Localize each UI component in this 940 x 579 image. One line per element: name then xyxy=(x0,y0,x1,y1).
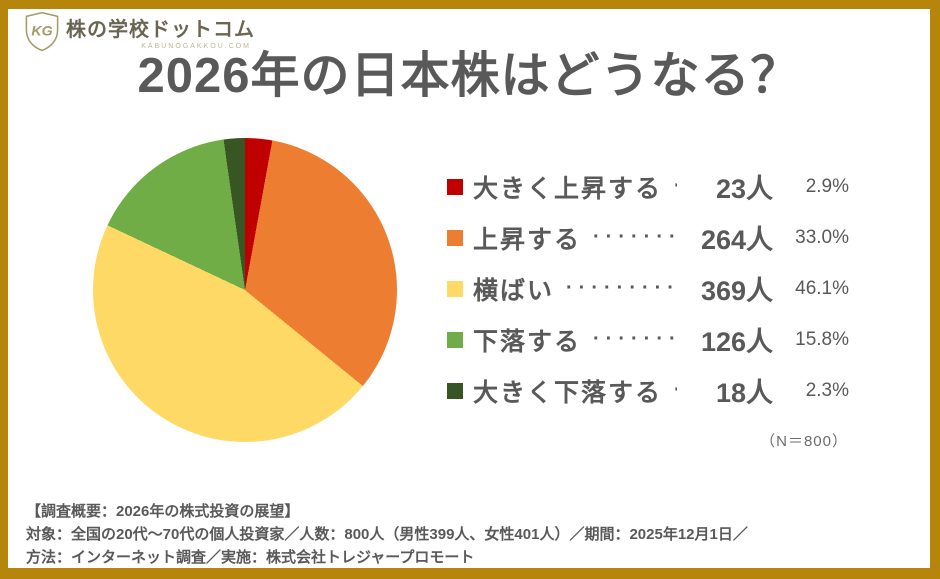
legend-label: 大きく下落する xyxy=(473,378,663,407)
legend-count: 126人 xyxy=(700,327,773,357)
survey-overview-line2: 対象：全国の20代～70代の個人投資家／人数：800人（男性399人、女性401… xyxy=(26,526,748,543)
legend-label: 上昇する xyxy=(473,225,582,254)
brand-domain: KABUNOGAKKOU.COM xyxy=(141,42,251,50)
legend-leader-dots: ········································… xyxy=(593,226,677,248)
legend-swatch xyxy=(447,230,463,246)
legend-percent: 33.0% xyxy=(795,226,849,248)
legend-label: 大きく上昇する xyxy=(473,174,663,203)
legend-leader-dots: ········································… xyxy=(674,175,677,198)
legend-count: 23人 xyxy=(715,174,773,204)
sample-size-note: （N＝800） xyxy=(760,433,848,450)
legend-item: 上昇する ···································… xyxy=(447,212,849,263)
legend-leader-dots: ········································… xyxy=(674,379,677,402)
brand-name: 株の学校ドットコム xyxy=(66,18,255,41)
brand-logo: KG 株の学校ドットコム KABUNOGAKKOU.COM xyxy=(25,11,255,57)
survey-overview: 【調査概要：2026年の株式投資の展望】 対象：全国の20代～70代の個人投資家… xyxy=(26,500,916,568)
survey-overview-line3: 方法：インターネット調査／実施：株式会社トレジャープロモート xyxy=(26,549,475,566)
infographic-canvas: KG 株の学校ドットコム KABUNOGAKKOU.COM 2026年の日本株は… xyxy=(8,9,930,568)
page-title: 2026年の日本株はどうなる？ xyxy=(137,49,801,103)
legend-count: 369人 xyxy=(700,276,773,306)
legend-swatch xyxy=(447,332,463,348)
survey-overview-line1: 【調査概要：2026年の株式投資の展望】 xyxy=(26,503,300,520)
legend-percent: 2.3% xyxy=(805,379,849,401)
shield-monogram: KG xyxy=(31,24,52,40)
legend-label: 横ばい xyxy=(473,276,555,305)
chart-legend: 大きく上昇する ································… xyxy=(447,161,849,416)
legend-leader-dots: ········································… xyxy=(593,328,677,350)
legend-percent: 2.9% xyxy=(805,175,849,197)
legend-label: 下落する xyxy=(473,327,582,356)
shield-kg-icon: KG xyxy=(25,11,59,57)
legend-item: 横ばい ····································… xyxy=(447,263,849,314)
legend-count: 18人 xyxy=(715,378,773,408)
pie-chart xyxy=(93,138,397,442)
legend-leader-dots: ········································… xyxy=(566,277,677,299)
legend-count: 264人 xyxy=(700,225,773,255)
legend-swatch xyxy=(447,179,463,195)
legend-swatch xyxy=(447,383,463,399)
legend-item: 大きく下落する ································… xyxy=(447,365,849,416)
legend-item: 下落する ···································… xyxy=(447,314,849,365)
legend-percent: 15.8% xyxy=(795,328,849,350)
legend-swatch xyxy=(447,281,463,297)
legend-percent: 46.1% xyxy=(795,277,849,299)
brand-text: 株の学校ドットコム KABUNOGAKKOU.COM xyxy=(66,18,255,51)
legend-item: 大きく上昇する ································… xyxy=(447,161,849,212)
